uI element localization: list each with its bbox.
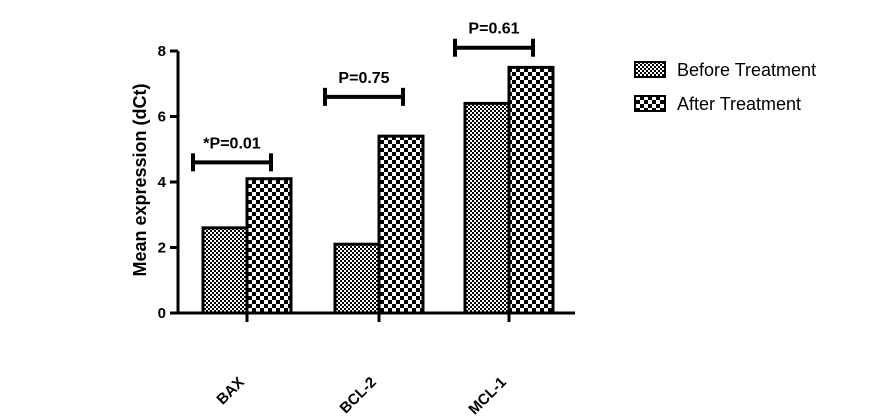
significance-brackets: *P=0.01 P=0.75 P=0.61 xyxy=(191,21,535,172)
legend-swatch xyxy=(634,95,666,112)
y-tick-label: 2 xyxy=(158,240,166,257)
bar xyxy=(507,65,555,315)
p-value-label: P=0.75 xyxy=(338,70,389,87)
bars xyxy=(201,65,555,315)
legend: Before Treatment After Treatment xyxy=(634,60,816,114)
bar xyxy=(377,134,425,315)
y-tick-label: 0 xyxy=(158,305,166,322)
y-axis: 0 2 4 6 8 xyxy=(158,43,180,322)
p-value-label: P=0.61 xyxy=(468,21,519,38)
bar xyxy=(333,242,381,315)
x-category-label: BCL-2 xyxy=(337,374,380,417)
x-category-label: MCL-1 xyxy=(465,374,509,418)
bar xyxy=(463,101,511,315)
x-category-label: BAX xyxy=(213,374,247,408)
x-axis: BAX BCL-2 MCL-1 xyxy=(178,311,575,418)
legend-swatch xyxy=(634,61,666,78)
y-axis-title: Mean expression (dCt) xyxy=(130,83,150,276)
y-tick-label: 4 xyxy=(158,174,167,191)
y-tick-label: 6 xyxy=(158,109,166,126)
bar xyxy=(201,226,249,315)
legend-label: After Treatment xyxy=(677,94,801,114)
y-tick-label: 8 xyxy=(158,43,166,60)
p-value-label: *P=0.01 xyxy=(203,135,260,152)
bar xyxy=(245,177,293,315)
legend-label: Before Treatment xyxy=(677,60,816,80)
